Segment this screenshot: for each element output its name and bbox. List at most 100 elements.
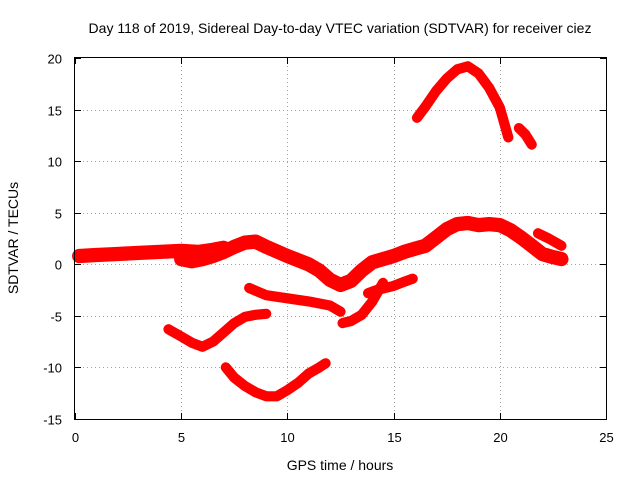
- data-point: [283, 294, 291, 302]
- data-point: [400, 278, 408, 286]
- series-arc-2: [174, 215, 569, 293]
- data-point: [549, 253, 557, 261]
- data-point: [315, 363, 323, 371]
- data-point: [241, 313, 249, 321]
- data-point: [283, 386, 291, 394]
- data-point: [421, 102, 429, 110]
- data-point: [188, 339, 196, 347]
- data-point: [252, 311, 260, 319]
- data-point: [534, 229, 542, 237]
- data-point: [432, 87, 440, 95]
- data-point: [241, 239, 249, 247]
- data-point: [294, 379, 302, 387]
- data-point: [209, 338, 217, 346]
- data-point: [230, 319, 238, 327]
- data-point: [262, 291, 270, 299]
- y-axis-label: SDTVAR / TECUs: [5, 182, 21, 294]
- data-point: [545, 235, 553, 242]
- data-point: [252, 238, 260, 246]
- series-layer: [72, 61, 569, 402]
- data-point: [368, 297, 376, 305]
- data-point: [358, 266, 366, 274]
- series-band: [163, 308, 272, 352]
- series-arc-5: [532, 228, 567, 251]
- x-tick-label: 0: [72, 430, 79, 445]
- data-point: [379, 255, 387, 263]
- data-point: [220, 328, 228, 336]
- data-point: [198, 255, 206, 263]
- y-tick-label: -10: [43, 361, 62, 376]
- y-tick-label: 0: [55, 258, 62, 273]
- data-point: [262, 310, 270, 318]
- data-point: [262, 243, 270, 251]
- series-arc-10: [363, 273, 418, 299]
- data-point: [411, 245, 419, 253]
- data-point: [305, 260, 313, 268]
- data-point: [220, 248, 228, 256]
- data-point: [364, 289, 372, 297]
- y-tick-label: 20: [48, 52, 62, 67]
- series-arc-7: [244, 282, 346, 317]
- data-point: [464, 62, 472, 70]
- data-point: [322, 359, 330, 367]
- series-band: [532, 228, 567, 251]
- data-point: [515, 124, 523, 132]
- data-point: [475, 69, 483, 77]
- data-point: [92, 251, 100, 259]
- data-point: [528, 141, 536, 149]
- data-point: [347, 317, 355, 325]
- x-tick-label: 25: [599, 430, 613, 445]
- data-point: [347, 277, 355, 285]
- data-point: [326, 276, 334, 284]
- data-point: [453, 65, 461, 73]
- data-point: [475, 221, 483, 229]
- data-point: [557, 242, 565, 250]
- data-point: [409, 275, 417, 283]
- data-point: [339, 319, 347, 327]
- y-tick-label: 15: [48, 104, 62, 119]
- data-point: [222, 363, 230, 371]
- data-point: [443, 75, 451, 83]
- series-band: [174, 215, 569, 293]
- data-point: [273, 392, 281, 400]
- series-arc-3: [411, 61, 514, 143]
- data-point: [538, 250, 546, 258]
- data-point: [305, 370, 313, 378]
- data-point: [156, 248, 164, 256]
- data-point: [373, 286, 381, 294]
- data-point: [326, 302, 334, 310]
- data-point: [506, 226, 514, 234]
- data-point: [177, 332, 185, 340]
- axes: 0 5 10 15 20 25 -15 -10 -5 0 5 10 15 20: [43, 52, 614, 446]
- data-point: [315, 266, 323, 274]
- data-point: [496, 104, 504, 112]
- data-point: [390, 282, 398, 290]
- series-band: [220, 358, 331, 402]
- data-point: [230, 243, 238, 251]
- data-point: [337, 308, 344, 316]
- data-point: [305, 297, 313, 305]
- data-point: [262, 392, 270, 400]
- data-point: [283, 252, 291, 260]
- data-point: [188, 257, 196, 265]
- data-point: [245, 284, 253, 292]
- series-arc-4: [513, 123, 537, 150]
- data-point: [485, 220, 493, 228]
- x-axis-label: GPS time / hours: [287, 457, 394, 473]
- data-point: [358, 311, 366, 319]
- series-band: [244, 282, 346, 317]
- x-tick-label: 10: [280, 430, 294, 445]
- data-point: [75, 252, 83, 260]
- data-point: [337, 281, 344, 289]
- y-tick-label: -15: [43, 413, 62, 428]
- x-tick-label: 15: [387, 430, 401, 445]
- data-point: [517, 233, 525, 241]
- data-point: [177, 255, 185, 263]
- data-point: [164, 325, 172, 333]
- data-point: [413, 114, 421, 122]
- data-point: [135, 249, 143, 257]
- series-arc-6: [163, 308, 272, 352]
- data-point: [521, 130, 529, 138]
- data-point: [368, 258, 376, 266]
